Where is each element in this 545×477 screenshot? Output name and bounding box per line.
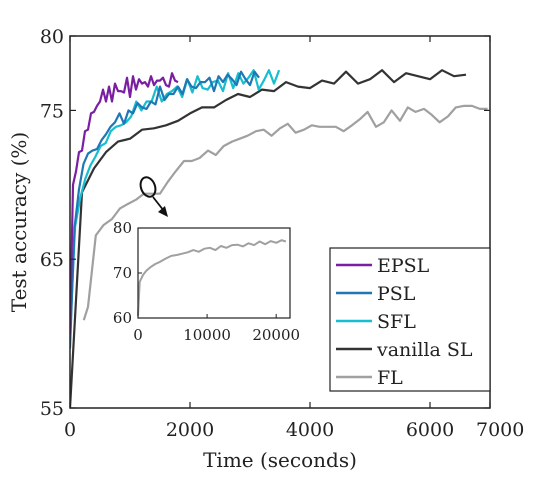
y-tick-label: 75 [40, 100, 64, 122]
y-tick-label: 65 [40, 249, 64, 271]
inset-plot: 0 10000 20000 60 70 80 [113, 219, 300, 344]
inset-y-tick-label: 80 [113, 219, 132, 237]
main-plot-frame [69, 35, 491, 409]
zoom-ellipse [139, 176, 157, 198]
y-tick-label: 80 [40, 26, 64, 48]
zoom-arrow-head [158, 206, 168, 217]
x-tick-label: 0 [64, 419, 76, 441]
legend-label: SFL [377, 311, 416, 333]
inset-frame [137, 227, 291, 319]
series-line-vanilla-sl [70, 69, 467, 408]
legend-item-fl: FL [336, 367, 403, 389]
x-tick-label: 4000 [286, 419, 334, 441]
legend-label: FL [377, 367, 403, 389]
legend-label: EPSL [377, 255, 430, 277]
legend-item-sfl: SFL [336, 311, 416, 333]
y-tick-label: 55 [40, 398, 64, 420]
series-line-epsl [70, 72, 179, 334]
x-tick-label: 2000 [166, 419, 214, 441]
series-line-psl [70, 70, 260, 349]
x-axis-label: Time (seconds) [203, 448, 357, 472]
legend-label: vanilla SL [376, 339, 473, 361]
inset-y-tick-label: 60 [113, 309, 132, 327]
legend-item-psl: PSL [336, 283, 416, 305]
legend-item-vanilla-sl: vanilla SL [336, 339, 473, 361]
legend: EPSL PSL SFL vanilla SL FL [329, 247, 491, 392]
y-axis-label: Test accuracy (%) [7, 132, 31, 312]
x-tick-label: 6000 [406, 419, 454, 441]
x-tick-label: 7000 [476, 419, 524, 441]
inset-series-line [137, 239, 287, 316]
main-plot-lines [70, 69, 488, 408]
legend-label: PSL [377, 283, 416, 305]
legend-box [329, 247, 491, 392]
inset-plot-line [137, 239, 287, 316]
inset-y-tick-label: 70 [113, 264, 132, 282]
inset-x-tick-label: 20000 [252, 326, 300, 344]
inset-axis-ticks: 0 10000 20000 60 70 80 [113, 219, 300, 344]
legend-item-epsl: EPSL [336, 255, 430, 277]
zoom-callout [139, 176, 168, 217]
inset-background [138, 228, 290, 318]
inset-x-tick-label: 10000 [183, 326, 231, 344]
inset-x-tick-label: 0 [133, 326, 143, 344]
series-line-sfl [70, 69, 281, 334]
series-line-fl [82, 104, 488, 321]
